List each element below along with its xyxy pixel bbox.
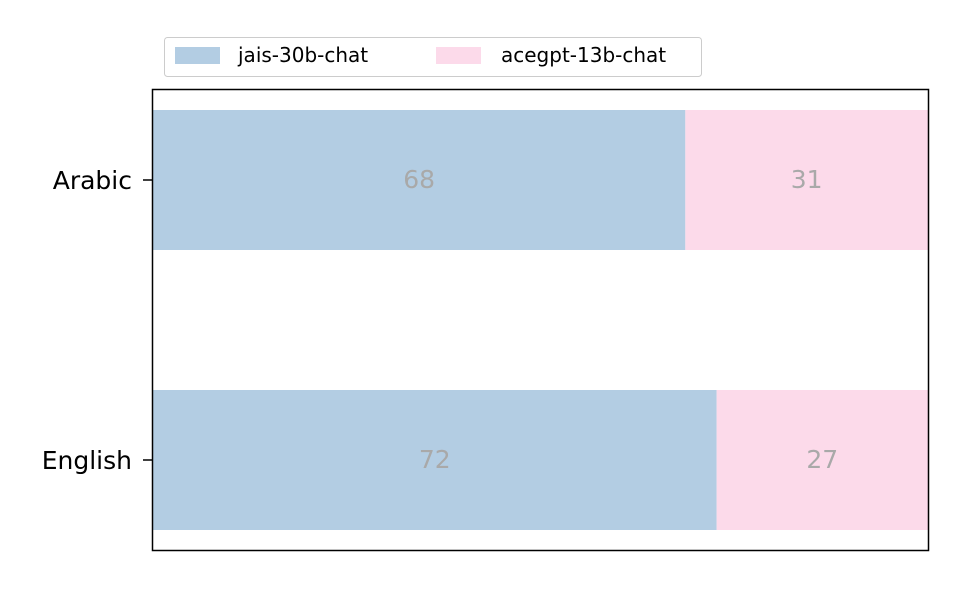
legend-label-acegpt: acegpt-13b-chat (501, 43, 666, 67)
legend-swatch-acegpt (436, 47, 481, 64)
plot-area: 68 31 72 27 (153, 110, 928, 530)
y-tick-label-arabic: Arabic (53, 166, 132, 195)
legend: jais-30b-chat acegpt-13b-chat (164, 37, 702, 77)
bar-label-english-jais: 72 (419, 445, 451, 474)
bar-english-acegpt (716, 390, 928, 530)
axes-frame (151, 88, 930, 552)
bar-arabic-jais (153, 110, 686, 250)
bar-arabic-acegpt (685, 110, 928, 250)
legend-frame (164, 37, 702, 77)
bar-label-arabic-acegpt: 31 (791, 165, 823, 194)
y-tick-label-english: English (42, 446, 132, 475)
bar-label-english-acegpt: 27 (806, 445, 838, 474)
legend-label-jais: jais-30b-chat (237, 43, 368, 67)
y-axis: Arabic English (42, 166, 152, 475)
bar-english-jais (153, 390, 717, 530)
legend-swatch-jais (175, 47, 220, 64)
bar-label-arabic-jais: 68 (403, 165, 435, 194)
